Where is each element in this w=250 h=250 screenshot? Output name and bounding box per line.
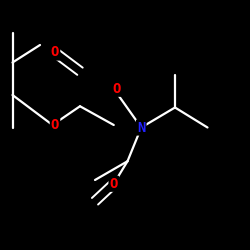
Text: O: O — [51, 118, 59, 132]
Text: O: O — [51, 46, 59, 60]
Text: O: O — [112, 82, 120, 96]
Text: N: N — [137, 120, 145, 134]
Text: O: O — [110, 177, 118, 191]
